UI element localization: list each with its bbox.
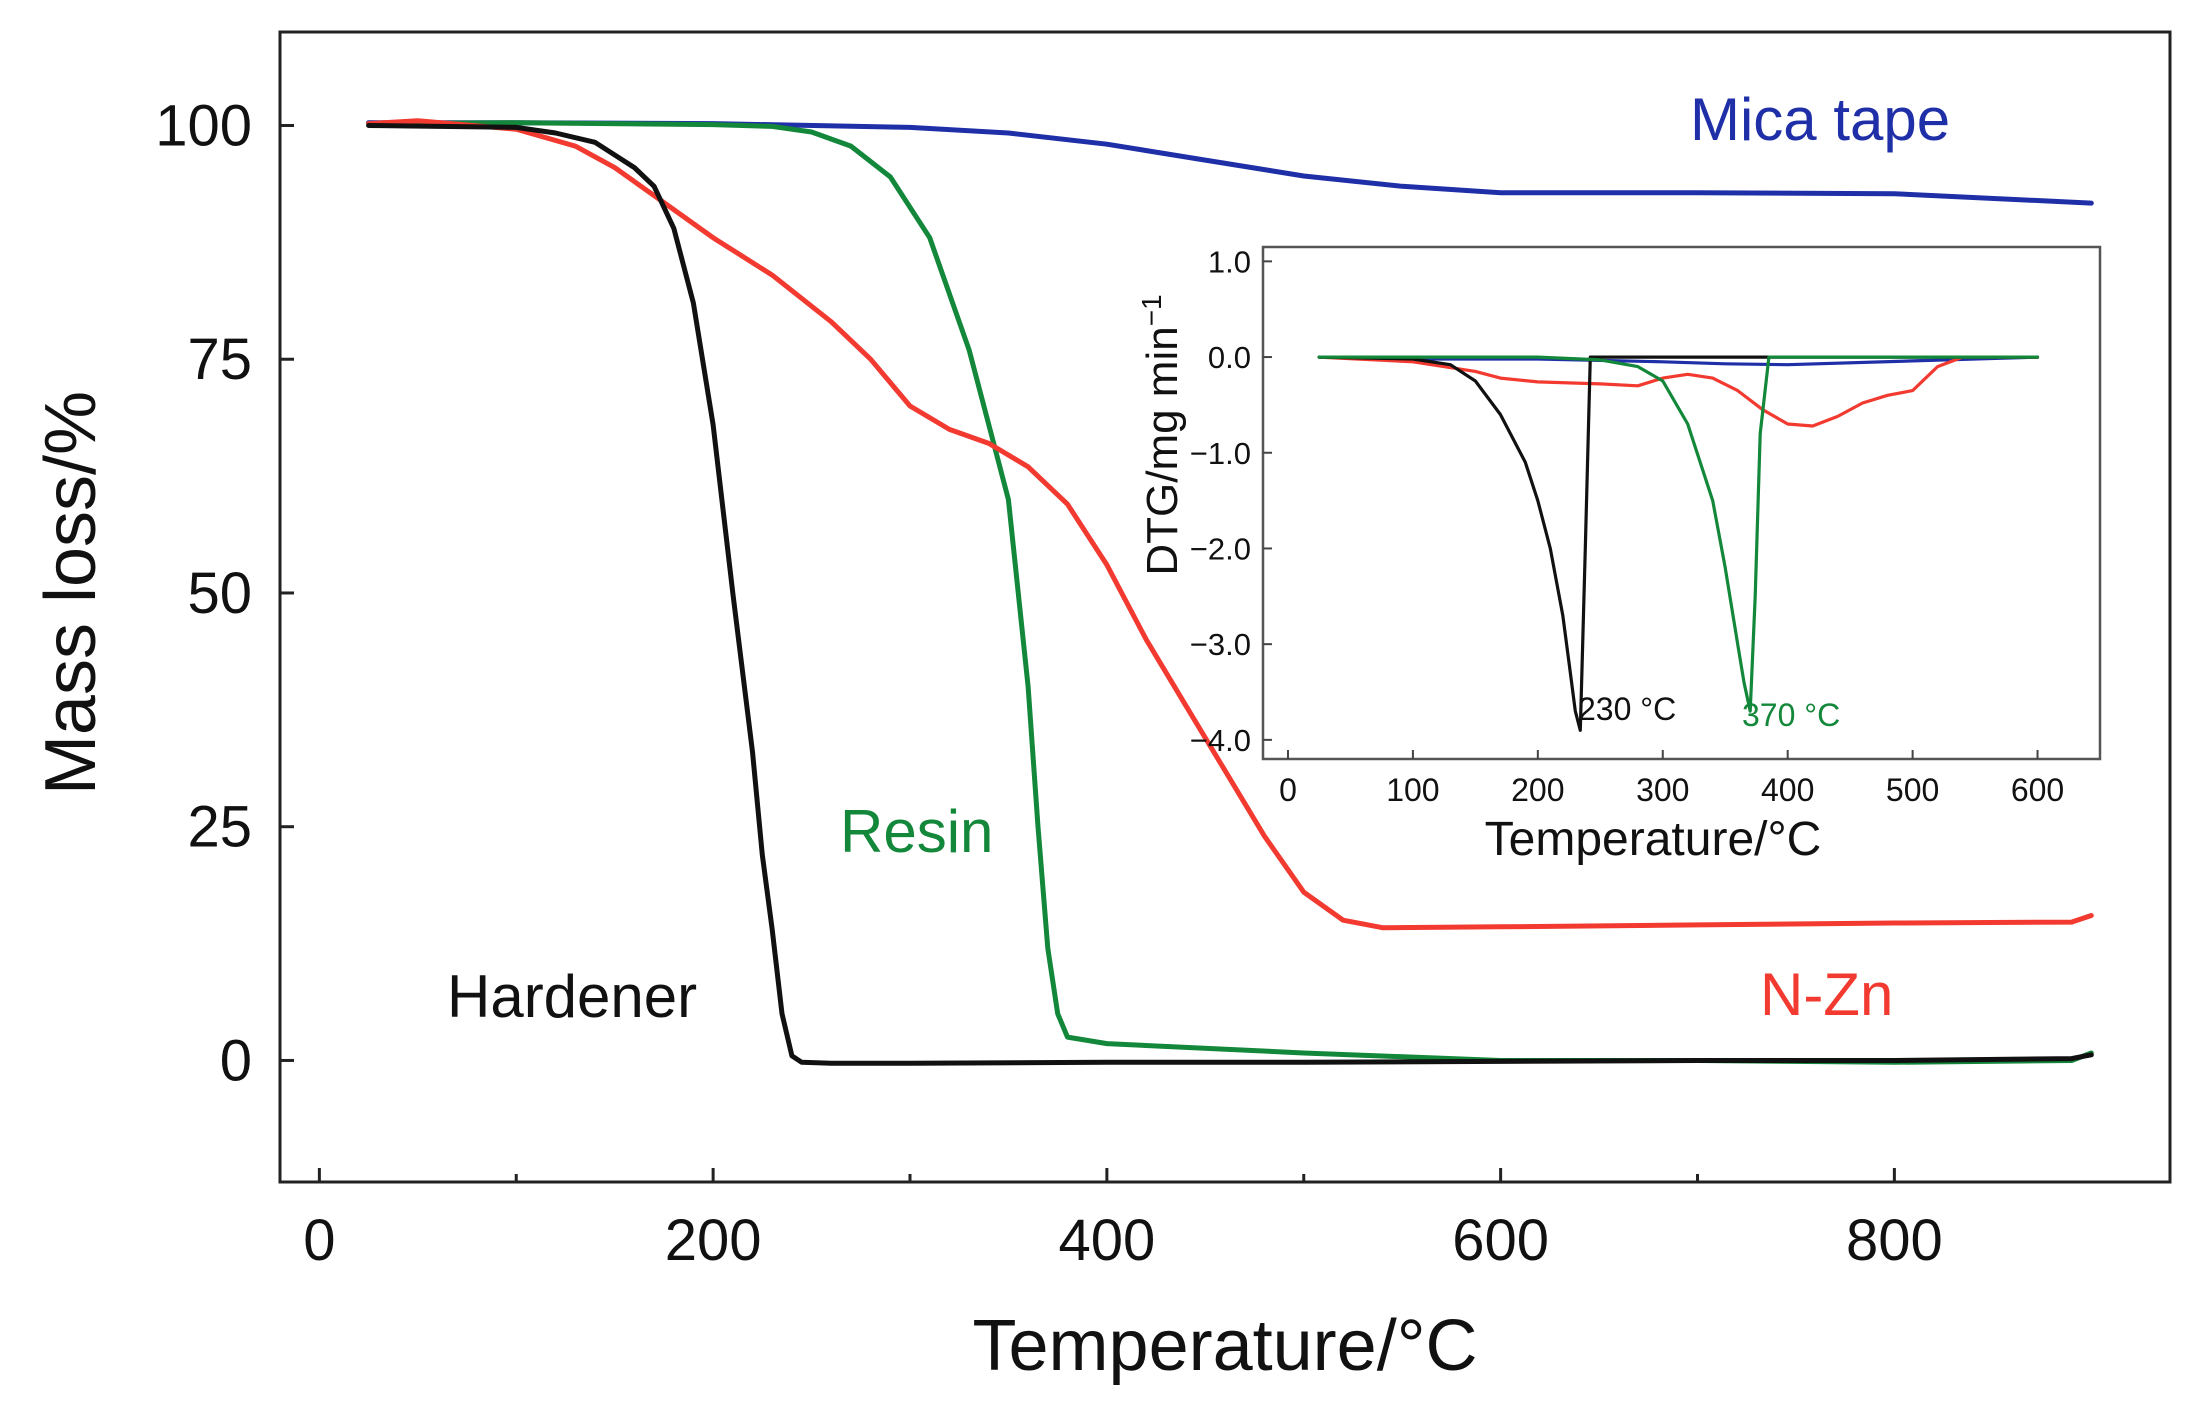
inset-plot-frame	[1261, 245, 2102, 761]
inset-y-tick-label-2: −1.0	[1190, 436, 1251, 471]
main-y-axis-title: Mass loss/%	[31, 391, 111, 795]
inset-y-tick-label-5: −4.0	[1190, 723, 1251, 758]
inset-x-axis-title: Temperature/°C	[1485, 813, 1822, 866]
inset-x-tick-label-400: 400	[1761, 772, 1814, 808]
inset-y-axis-title-main: DTG/mg min	[1138, 326, 1187, 575]
inset-series-hardener	[1317, 355, 2040, 732]
inset-y-tick-label-1: 0.0	[1208, 340, 1251, 375]
inset-x-tick-label-0: 0	[1279, 772, 1297, 808]
main-y-tick-label-0: 0	[220, 1028, 252, 1093]
main-series-n-zn	[366, 118, 2094, 931]
inset-y-tick-label-0: 1.0	[1208, 244, 1251, 279]
main-axes: 0 200 400 600 800 0 25 50 75 100	[155, 93, 1943, 1273]
inset-series-mica-tape	[1317, 355, 2040, 367]
main-y-tick-label-100: 100	[155, 93, 252, 158]
inset-series-n-zn	[1317, 355, 2040, 428]
main-series-group	[366, 118, 2094, 1066]
inset-y-tick-label-3: −2.0	[1190, 531, 1251, 566]
label-hardener: Hardener	[447, 963, 697, 1030]
main-series-hardener	[366, 123, 2094, 1066]
label-n-zn: N-Zn	[1760, 961, 1893, 1028]
main-x-tick-label-200: 200	[665, 1208, 762, 1273]
main-x-tick-label-0: 0	[303, 1208, 335, 1273]
main-x-axis-title: Temperature/°C	[973, 1306, 1478, 1386]
inset-x-tick-label-200: 200	[1511, 772, 1564, 808]
inset-x-tick-label-300: 300	[1636, 772, 1689, 808]
inset-x-tick-label-500: 500	[1886, 772, 1939, 808]
inset-x-tick-label-600: 600	[2011, 772, 2064, 808]
main-x-tick-label-800: 800	[1846, 1208, 1943, 1273]
inset-series-group	[1317, 355, 2040, 732]
main-y-tick-label-50: 50	[187, 561, 252, 626]
main-y-tick-label-25: 25	[187, 795, 252, 860]
main-x-tick-label-600: 600	[1452, 1208, 1549, 1273]
inset-peak-label-hardener: 230 °C	[1578, 691, 1676, 727]
label-resin: Resin	[840, 798, 993, 865]
inset-y-axis-title: DTG/mg min−1	[1136, 294, 1187, 575]
inset-y-axis-title-sup: −1	[1136, 294, 1167, 326]
inset-series-resin	[1317, 355, 2040, 713]
main-y-tick-label-75: 75	[187, 327, 252, 392]
inset-peak-label-resin: 370 °C	[1742, 697, 1840, 733]
inset-y-tick-label-4: −3.0	[1190, 627, 1251, 662]
inset-axes: 0 100 200 300 400 500 600 1.0 0.0 −1.0 −2.0 −3.0 −4.…	[1190, 244, 2064, 808]
main-x-tick-label-400: 400	[1058, 1208, 1155, 1273]
inset-x-tick-label-100: 100	[1386, 772, 1439, 808]
label-mica-tape: Mica tape	[1690, 86, 1950, 153]
